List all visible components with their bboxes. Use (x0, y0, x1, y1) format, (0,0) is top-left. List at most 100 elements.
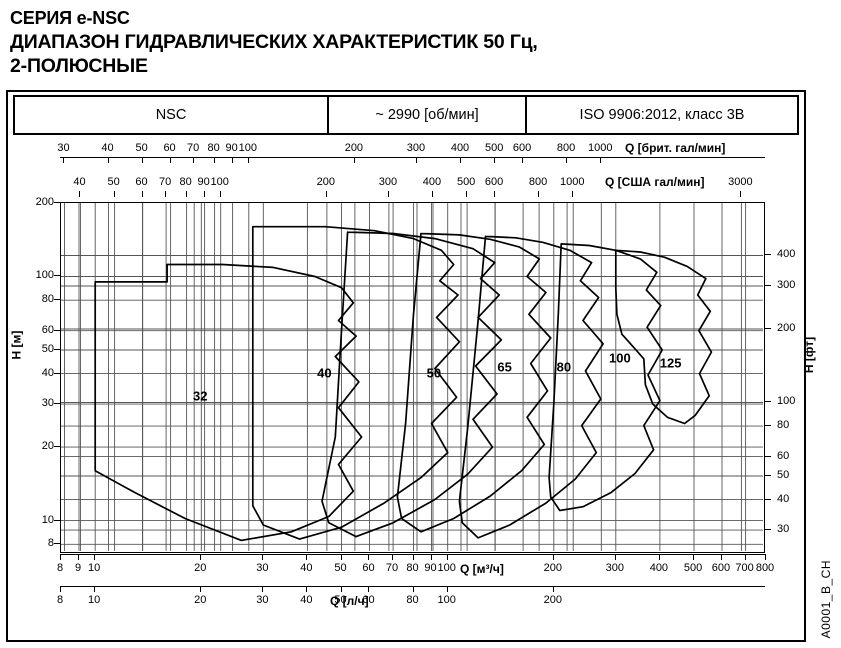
axis-tick-label: 80 (207, 142, 220, 154)
axis-tick (185, 191, 187, 197)
axis-tick-label: 700 (735, 562, 754, 574)
axis-tick-label: 100 (777, 395, 796, 408)
axis-tick (466, 191, 468, 197)
axis-tick (94, 586, 96, 592)
axis-tick (340, 586, 342, 592)
axis-tick-label: 60 (41, 323, 54, 336)
axis-tick-label: 600 (512, 142, 532, 154)
curve-envelope-50 (321, 231, 503, 538)
axis-tick-label: 40 (777, 492, 790, 505)
axis-tick-label: 500 (456, 176, 476, 188)
axis-tick-label: 9 (74, 562, 82, 574)
axis-tick (566, 157, 568, 163)
curve-band-label-125: 125 (659, 355, 682, 371)
axis-tick (446, 586, 448, 592)
curve-band-label-40: 40 (317, 365, 332, 381)
axis-tick-label: 10 (88, 562, 101, 574)
axis-tick (200, 554, 202, 560)
axis-tick (765, 455, 771, 457)
curve-envelope-100 (548, 243, 664, 512)
axis-tick-label: 40 (101, 142, 114, 154)
axis-tick-label: 90 (424, 562, 437, 574)
axis-tick-label: 50 (777, 468, 790, 481)
axis-tick (306, 586, 308, 592)
axis-tick (460, 157, 461, 163)
axis-tick (765, 327, 771, 329)
axis-tick-label: 80 (406, 594, 419, 606)
axis-tick (200, 586, 202, 592)
axis-tick-label: 40 (73, 176, 86, 188)
axis-tick-label: 3000 (728, 176, 753, 188)
axis-tick (113, 191, 115, 197)
axis-tick (740, 191, 742, 197)
axis-tick-label: 30 (57, 142, 70, 154)
axis-tick (614, 554, 616, 560)
axis-tick (552, 586, 554, 592)
axis-caption-left: H [м] (9, 330, 24, 359)
axis-tick (430, 554, 432, 560)
axis-tick (60, 554, 61, 560)
curve-band-label-100: 100 (609, 350, 631, 366)
axis-tick (169, 157, 171, 163)
axis-tick (494, 157, 496, 163)
axis-tick (54, 348, 60, 350)
axis-tick (765, 498, 771, 500)
axis-tick-label: 300 (777, 278, 796, 291)
axis-tick (54, 299, 60, 301)
axis-tick-label: 80 (41, 293, 54, 306)
axis-tick-label: 200 (777, 321, 796, 334)
axis-tick (552, 554, 554, 560)
axis-tick-label: 8 (56, 594, 64, 606)
axis-tick-label: 200 (543, 594, 562, 606)
axis-tick (368, 554, 370, 560)
spec-cell-standard: ISO 9906:2012, класс 3B (579, 107, 745, 123)
axis-tick-label: 100 (238, 142, 257, 154)
page-title: СЕРИЯ e-NSC ДИАПАЗОН ГИДРАВЛИЧЕСКИХ ХАРА… (10, 6, 830, 78)
spec-header-table: NSC ~ 2990 [об/мин] ISO 9906:2012, класс… (13, 95, 799, 135)
axis-tick (412, 586, 414, 592)
axis-tick (744, 554, 746, 560)
axis-tick (600, 157, 602, 163)
axis-tick-label: 800 (528, 176, 548, 188)
axis-tick-label: 80 (406, 562, 419, 574)
axis-tick (203, 191, 205, 197)
axis-tick (765, 529, 771, 531)
curve-band-label-65: 65 (497, 359, 512, 375)
axis-tick (219, 191, 221, 197)
axis-tick-label: 80 (777, 419, 790, 432)
axis-tick-label: 60 (362, 562, 375, 574)
axis-tick-label: 500 (683, 562, 703, 574)
axis-tick-label: 400 (649, 562, 669, 574)
axis-tick (107, 157, 109, 163)
axis-tick-label: 100 (35, 269, 54, 282)
axis-bottom-lh: 8 10 20 30 40 50 60 80 100 200 Q [л/ч] (56, 586, 765, 616)
axis-tick-label: 800 (556, 142, 576, 154)
title-line-2: ДИАПАЗОН ГИДРАВЛИЧЕСКИХ ХАРАКТЕРИСТИК 50… (10, 31, 538, 53)
axis-tick (538, 191, 540, 197)
axis-tick (54, 372, 60, 374)
axis-caption-lh: Q [л/ч] (330, 594, 369, 608)
axis-tick (54, 202, 60, 203)
axis-tick (54, 275, 60, 277)
curve-band-label-50: 50 (426, 365, 442, 381)
axis-tick (368, 586, 370, 592)
axis-tick-label: 100 (210, 176, 229, 188)
axis-tick (494, 191, 496, 197)
axis-tick-label: 600 (484, 176, 504, 188)
axis-tick-label: 30 (41, 397, 54, 410)
axis-caption-right: H [фт] (802, 336, 817, 373)
axis-caption-imperial: Q [брит. гал/мин] (625, 141, 726, 155)
axis-tick (522, 157, 524, 163)
axis-tick-label: 40 (41, 366, 54, 379)
axis-tick (765, 401, 771, 403)
spec-cell-speed: ~ 2990 [об/мин] (329, 97, 527, 133)
axis-tick-label: 20 (41, 440, 54, 453)
axis-caption-m3h: Q [м³/ч] (460, 562, 504, 576)
axis-tick (247, 157, 249, 163)
axis-tick-label: 400 (450, 142, 470, 154)
axis-tick-label: 60 (163, 142, 176, 154)
axis-tick-label: 40 (300, 562, 313, 574)
axis-tick-label: 30 (256, 594, 269, 606)
axis-tick (353, 157, 355, 163)
axis-tick (54, 329, 60, 331)
